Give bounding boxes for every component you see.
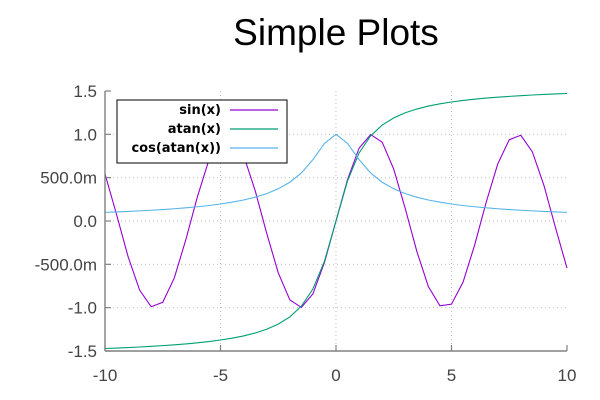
legend-label: cos(atan(x))	[131, 141, 221, 156]
y-tick-label: -1.0	[68, 299, 97, 318]
chart-title: Simple Plots	[233, 12, 439, 53]
y-tick-label: 1.0	[73, 125, 97, 144]
y-tick-label: -500.0m	[35, 255, 97, 274]
series-line-3	[104, 133, 568, 213]
x-tick-label: -10	[93, 366, 118, 385]
y-tick-label: 500.0m	[40, 169, 97, 188]
y-tick-label: 1.5	[73, 82, 97, 101]
y-tick-label: 0.0	[73, 212, 97, 231]
y-tick-label: -1.5	[68, 342, 97, 361]
x-tick-label: 0	[331, 366, 340, 385]
legend-label: sin(x)	[179, 103, 221, 118]
legend-label: atan(x)	[168, 122, 221, 137]
series-group	[104, 92, 568, 350]
series-line-2	[104, 92, 568, 350]
axes: -10 -5 0 5 10 -1.5 -1.0 -500.0m 0.0 500.0m 1.0 1.5	[35, 82, 577, 385]
x-tick-label: 10	[558, 366, 577, 385]
legend: sin(x) atan(x) cos(atan(x))	[116, 99, 288, 164]
x-tick-label: 5	[447, 366, 456, 385]
x-tick-label: -5	[213, 366, 228, 385]
